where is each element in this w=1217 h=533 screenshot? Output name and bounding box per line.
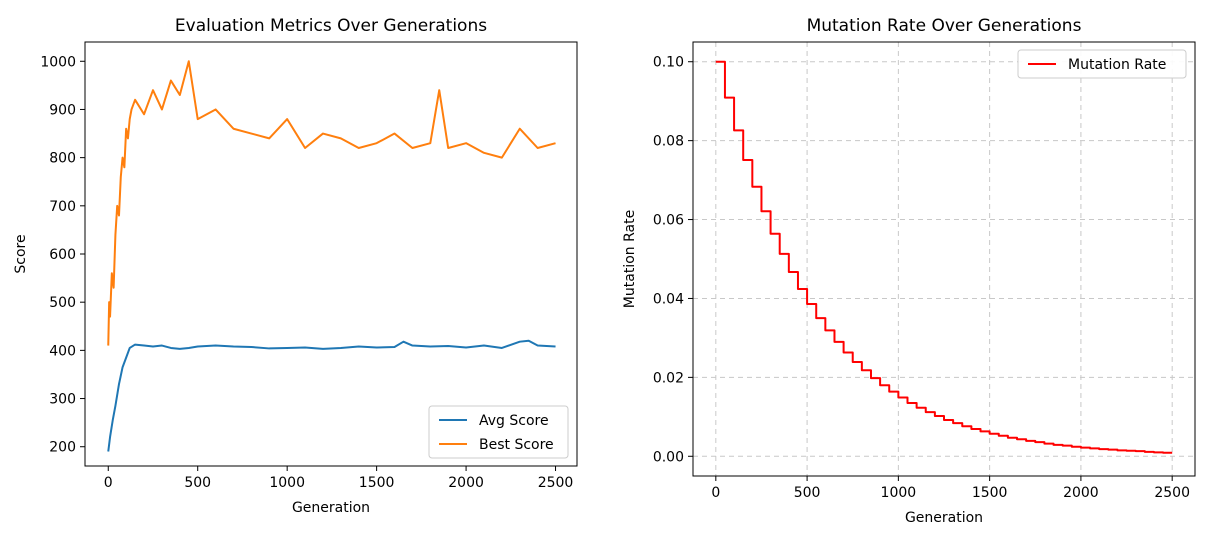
x-tick-label: 2000 [1063,485,1099,501]
x-axis-label: Generation [905,510,983,526]
x-tick-label: 500 [184,475,211,491]
y-tick-label: 600 [49,247,76,263]
plot-frame [692,41,1196,477]
y-tick-label: 0.08 [653,134,684,150]
legend: Avg Score Best Score [428,405,569,459]
series-line-mutation-rate [715,60,1173,454]
y-tick-label: 0.10 [653,55,684,71]
y-tick-label: 900 [49,102,76,118]
y-tick-label: 800 [49,151,76,167]
x-axis-label: Generation [292,500,370,516]
chart-title: Evaluation Metrics Over Generations [175,16,487,36]
y-axis-label: Mutation Rate [622,210,638,308]
grid-lines [693,42,1195,476]
x-tick-label: 2500 [538,475,574,491]
y-tick-label: 0.06 [653,213,684,229]
series-line-best-score [107,60,556,346]
y-tick-label: 0.04 [653,291,684,307]
chart-title: Mutation Rate Over Generations [807,16,1082,36]
x-tick-label: 0 [711,485,720,501]
chart-mutation-rate: Mutation Rate Over Generations Generatio… [622,16,1196,526]
y-tick-label: 300 [49,392,76,408]
y-tick-label: 1000 [40,54,76,70]
legend-box [1017,49,1187,79]
x-tick-label: 1500 [972,485,1008,501]
series-lines [715,60,1173,454]
x-tick-label: 0 [104,475,113,491]
series-line-avg-score [107,339,556,452]
plot-frame [84,41,578,467]
y-tick-label: 500 [49,295,76,311]
y-axis-label: Score [13,234,29,273]
y-tick-label: 400 [49,343,76,359]
x-tick-label: 1000 [881,485,917,501]
x-tick-label: 500 [794,485,821,501]
x-tick-label: 1500 [359,475,395,491]
series-lines [107,60,556,452]
axis-ticks: 0 500 1000 1500 2000 2500 0.00 0.02 0.04 0.06 0.08… [653,55,1190,501]
legend-label: Mutation Rate [1068,57,1166,73]
legend-label: Best Score [479,437,554,453]
legend-label: Avg Score [479,413,549,429]
y-tick-label: 200 [49,440,76,456]
axis-ticks: 0 500 1000 1500 2000 2500 200 300 400 500 600 700 80… [40,54,573,491]
y-tick-label: 0.02 [653,370,684,386]
x-tick-label: 2000 [448,475,484,491]
x-tick-label: 2500 [1154,485,1190,501]
legend: Mutation Rate [1017,49,1187,79]
x-tick-label: 1000 [269,475,305,491]
y-tick-label: 700 [49,199,76,215]
y-tick-label: 0.00 [653,449,684,465]
chart-evaluation-metrics: Evaluation Metrics Over Generations Gene… [13,16,578,516]
